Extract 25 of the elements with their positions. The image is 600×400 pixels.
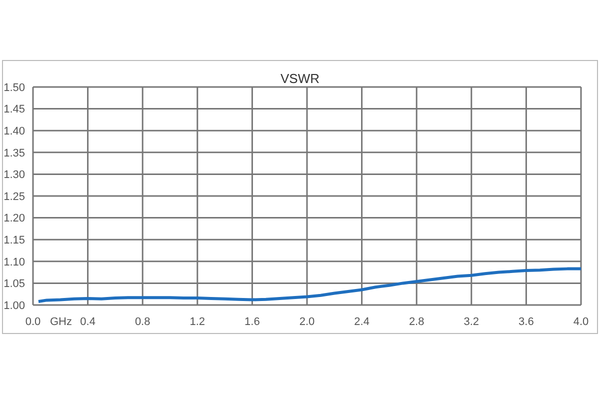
x-tick-label: 0.8: [134, 316, 150, 328]
y-tick-label: 1.05: [4, 278, 25, 290]
y-tick-label: 1.10: [4, 256, 25, 268]
x-tick-label: 2.8: [408, 316, 424, 328]
chart-title: VSWR: [280, 71, 320, 86]
x-tick-label: 1.2: [190, 316, 206, 328]
y-tick-label: 1.00: [4, 300, 25, 312]
y-tick-label: 1.25: [4, 190, 25, 203]
x-tick-label: 0.0: [25, 316, 41, 328]
x-tick-label: 0.4: [80, 316, 96, 328]
x-axis-title: GHz: [50, 316, 72, 328]
y-tick-label: 1.30: [4, 169, 25, 182]
line-series: [36, 267, 581, 304]
x-tick-label: 2.4: [354, 316, 370, 328]
x-tick-label: 3.2: [464, 316, 480, 328]
y-tick-label: 1.50: [4, 82, 25, 94]
x-tick-label: 4.0: [573, 316, 589, 328]
x-tick-label: 1.6: [244, 316, 260, 328]
y-tick-label: 1.15: [4, 234, 25, 247]
x-tick-label: 3.6: [518, 316, 534, 328]
y-tick-label: 1.45: [4, 104, 25, 116]
y-tick-label: 1.40: [4, 126, 25, 138]
y-tick-label: 1.35: [4, 147, 25, 160]
y-tick-label: 1.20: [4, 212, 25, 225]
x-tick-label: 2.0: [299, 316, 315, 328]
